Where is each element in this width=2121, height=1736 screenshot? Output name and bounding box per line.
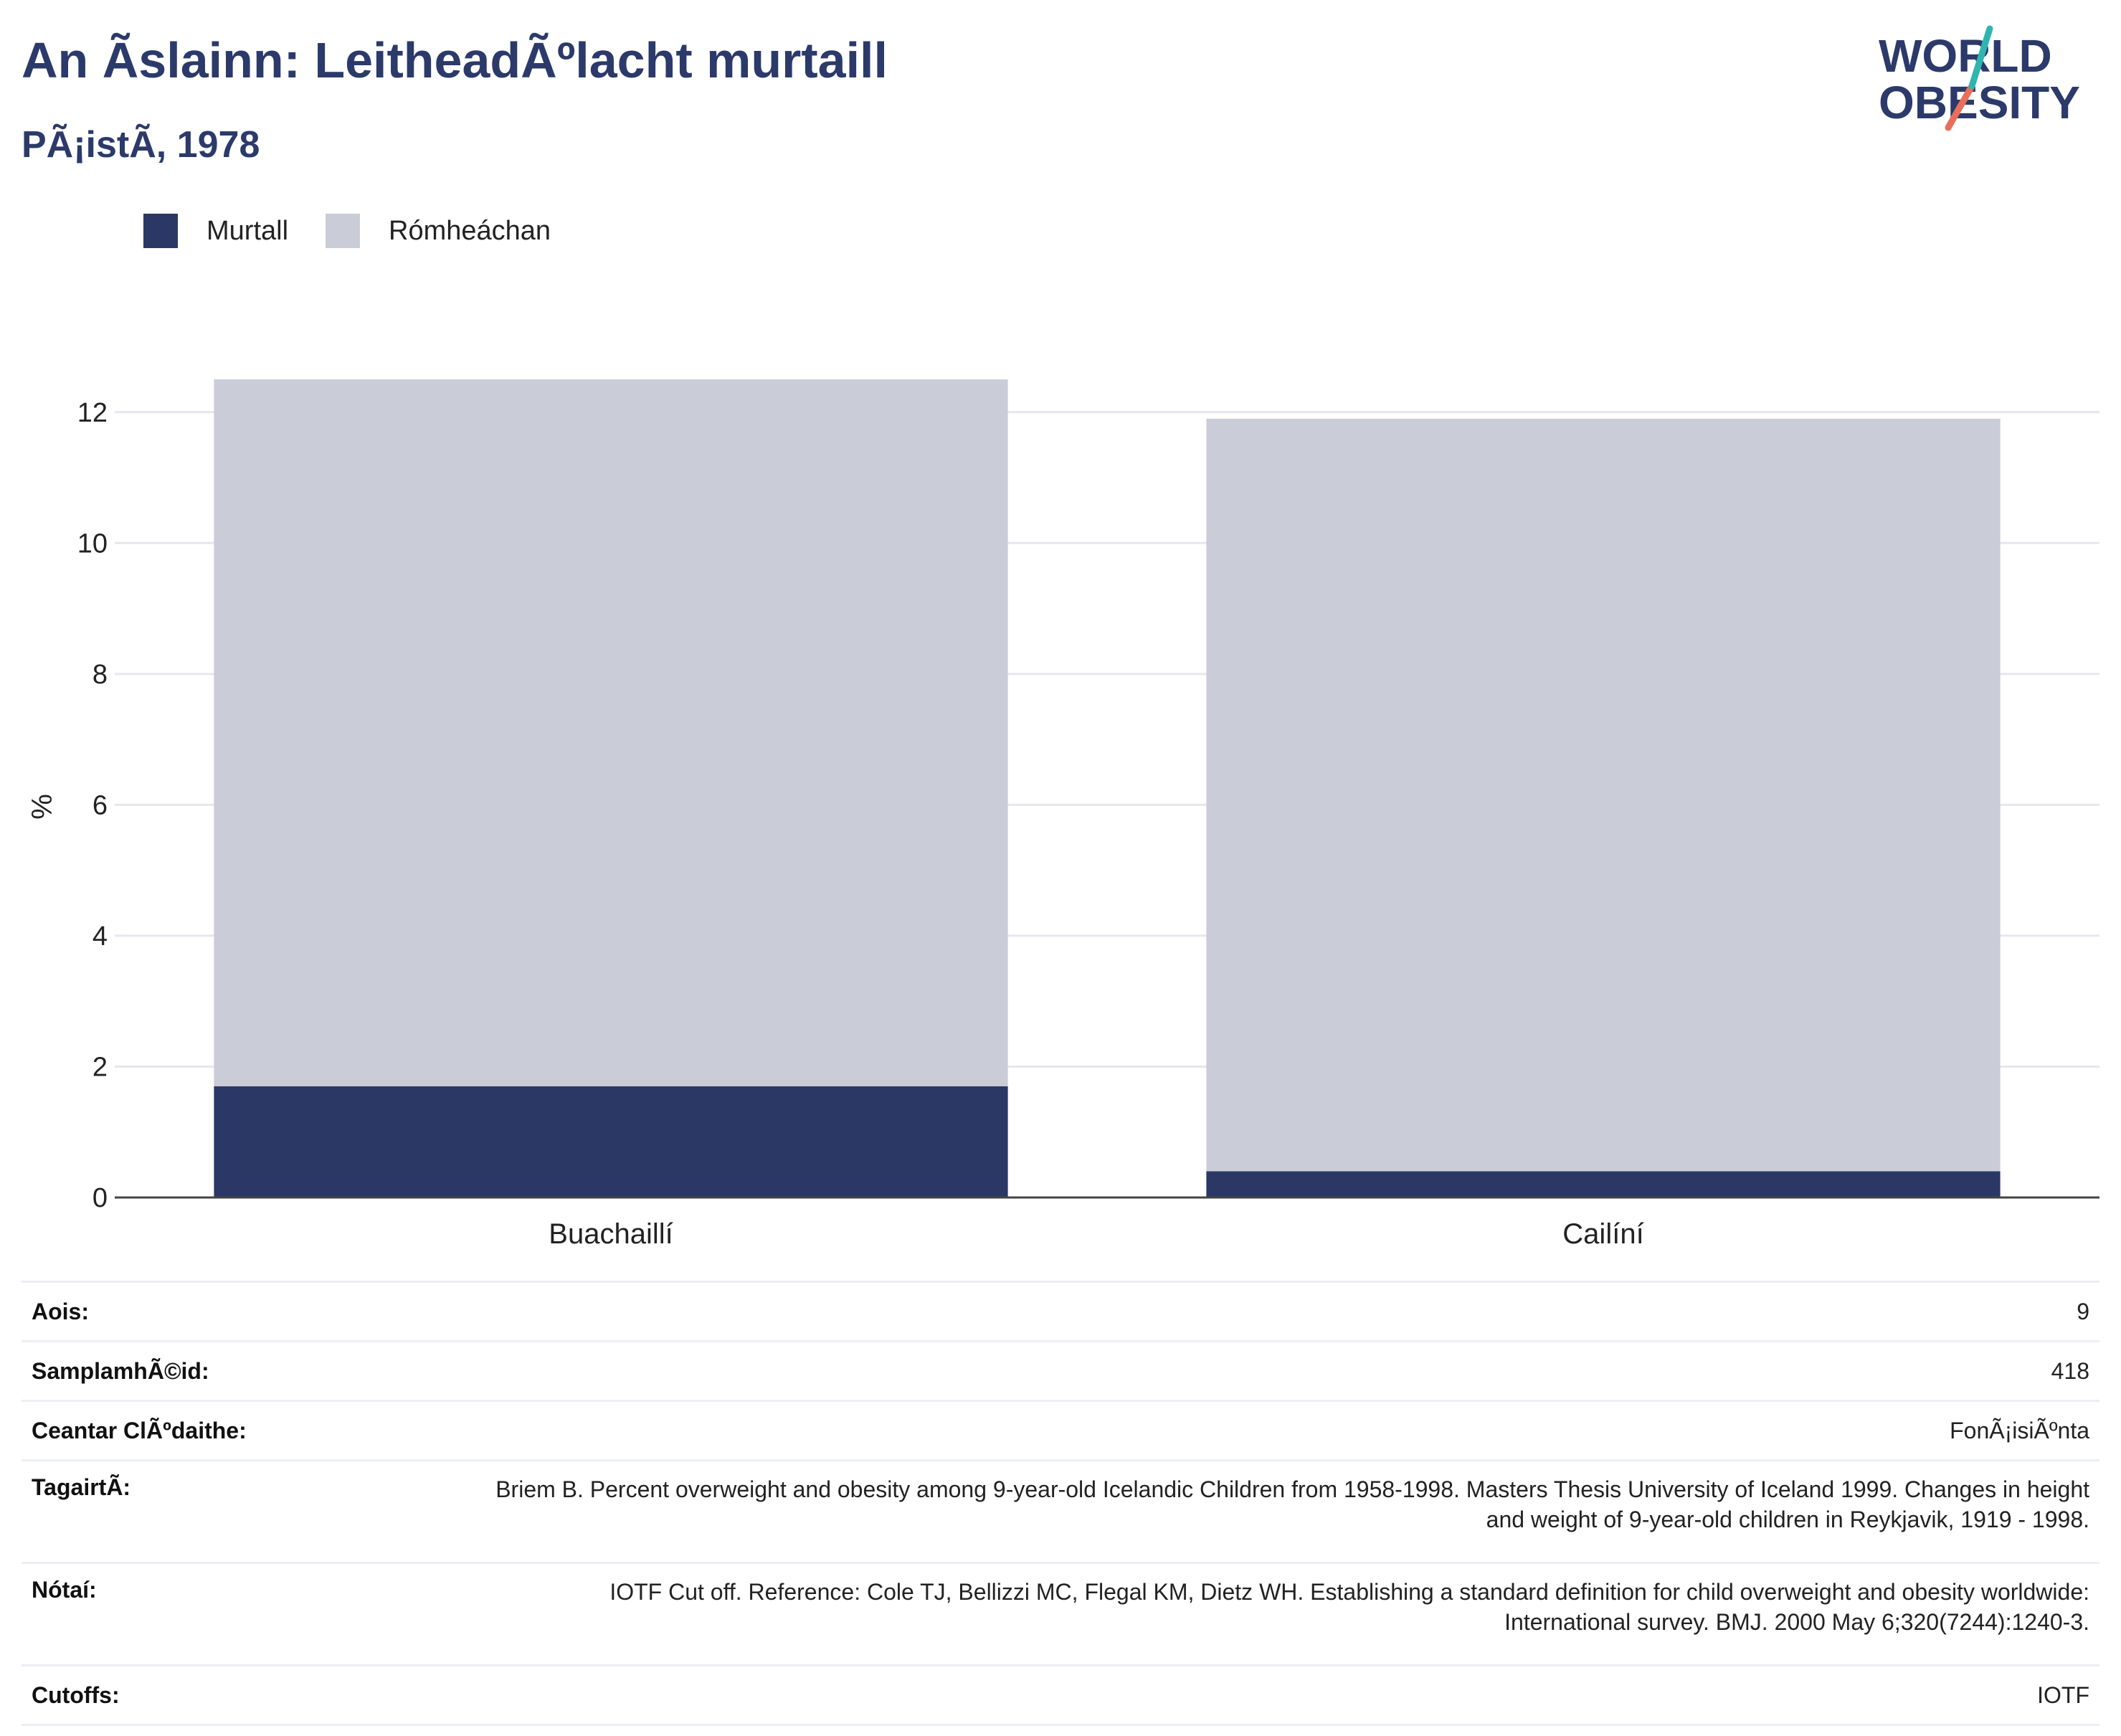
info-label: Cutoffs: xyxy=(22,1664,472,1726)
info-label: Aois: xyxy=(22,1281,472,1342)
legend-swatch-obese xyxy=(143,214,178,248)
bar-obese-0 xyxy=(214,1086,1008,1197)
x-tick-label: Cailíní xyxy=(1562,1218,1643,1250)
chart-legend: Murtall Rómheáchan xyxy=(143,214,588,248)
info-row-age: Aois: 9 xyxy=(22,1281,2099,1342)
legend-label-overweight: Rómheáchan xyxy=(389,215,551,246)
info-value: 9 xyxy=(472,1281,2099,1342)
chart-title: An Ãslainn: LeitheadÃºlacht murtaill xyxy=(22,32,888,88)
y-tick-label: 6 xyxy=(92,790,108,820)
y-tick-label: 10 xyxy=(77,528,108,559)
info-label: SamplamhÃ©id: xyxy=(22,1340,472,1401)
info-row-sample-size: SamplamhÃ©id: 418 xyxy=(22,1340,2099,1401)
info-value: Briem B. Percent overweight and obesity … xyxy=(472,1459,2099,1563)
x-tick-label: Buachaillí xyxy=(549,1218,673,1250)
world-obesity-logo: WORLD OBESITY xyxy=(1879,25,2080,131)
info-value: IOTF Cut off. Reference: Cole TJ, Belliz… xyxy=(472,1562,2099,1666)
legend-item-overweight[interactable]: Rómheáchan xyxy=(326,214,551,248)
info-label: Nótaí: xyxy=(22,1562,472,1666)
logo-text-world: WORLD xyxy=(1879,30,2052,82)
bar-obese-1 xyxy=(1206,1171,2001,1197)
y-tick-label: 12 xyxy=(77,398,108,428)
y-axis-label: % xyxy=(27,794,58,820)
y-tick-label: 8 xyxy=(92,660,108,690)
info-row-notes: Nótaí: IOTF Cut off. Reference: Cole TJ,… xyxy=(22,1562,2099,1666)
y-tick-label: 2 xyxy=(92,1052,108,1082)
legend-item-obese[interactable]: Murtall xyxy=(143,214,288,248)
info-value: 418 xyxy=(472,1340,2099,1401)
logo-text-obesity: OBESITY xyxy=(1879,77,2080,128)
info-table: Aois: 9 SamplamhÃ©id: 418 Ceantar ClÃºda… xyxy=(22,1281,2099,1726)
stacked-bar-chart: 0 2 4 6 8 10 12% Buachaillí Cailíní xyxy=(27,379,2099,1250)
bar-overweight-1 xyxy=(1206,418,2001,1172)
legend-label-obese: Murtall xyxy=(207,215,289,246)
info-value: IOTF xyxy=(472,1664,2099,1726)
legend-swatch-overweight xyxy=(326,214,361,248)
bar-overweight-0 xyxy=(214,379,1008,1086)
info-row-area-covered: Ceantar ClÃºdaithe: FonÃ¡isiÃºnta xyxy=(22,1400,2099,1461)
y-tick-label: 4 xyxy=(92,921,108,952)
info-label: Ceantar ClÃºdaithe: xyxy=(22,1400,472,1461)
chart-subtitle: PÃ¡istÃ, 1978 xyxy=(22,124,260,166)
info-row-cutoffs: Cutoffs: IOTF xyxy=(22,1664,2099,1726)
y-tick-label: 0 xyxy=(92,1183,108,1213)
info-row-reference: TagairtÃ: Briem B. Percent overweight an… xyxy=(22,1459,2099,1563)
info-label: TagairtÃ: xyxy=(22,1459,472,1563)
info-value: FonÃ¡isiÃºnta xyxy=(472,1400,2099,1461)
